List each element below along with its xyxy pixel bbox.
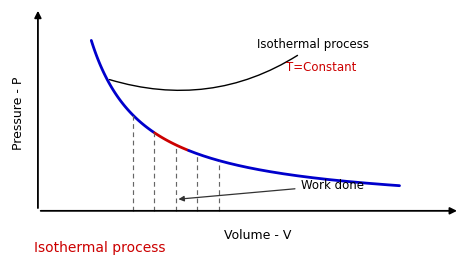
Text: Volume - V: Volume - V <box>224 228 291 242</box>
Text: Isothermal process: Isothermal process <box>109 38 369 90</box>
Text: Work done: Work done <box>180 179 364 201</box>
Text: T=Constant: T=Constant <box>286 61 356 74</box>
Text: Pressure - P: Pressure - P <box>12 77 26 150</box>
Text: Isothermal process: Isothermal process <box>34 241 165 255</box>
